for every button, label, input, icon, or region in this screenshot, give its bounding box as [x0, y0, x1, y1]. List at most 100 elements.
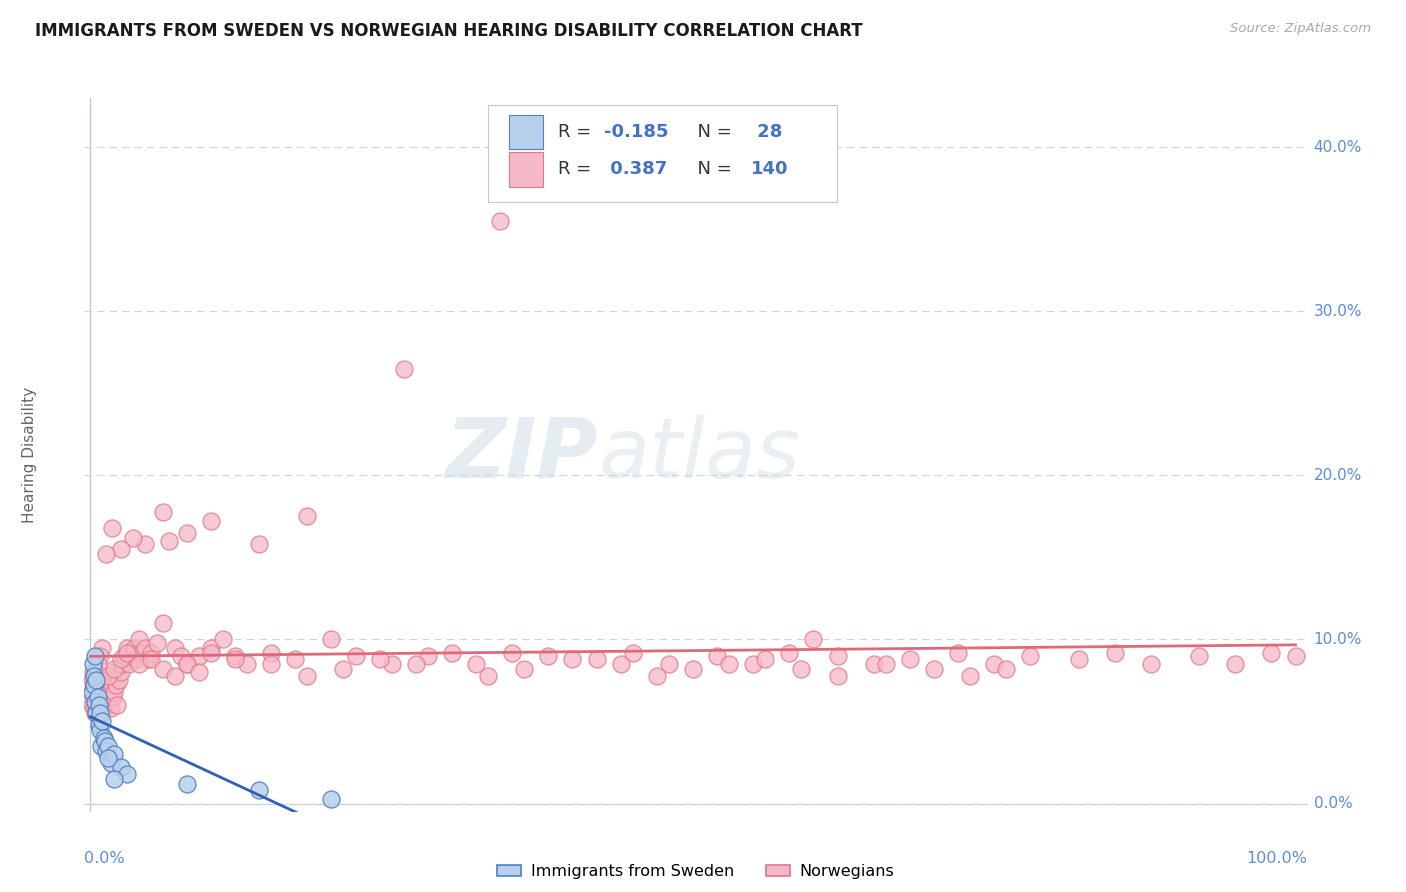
Point — [86, 695, 108, 709]
Point — [200, 646, 222, 660]
Point — [513, 662, 536, 676]
Point — [790, 662, 813, 676]
Point — [585, 652, 607, 666]
Point — [537, 648, 560, 663]
Text: atlas: atlas — [598, 415, 800, 495]
Point — [176, 657, 198, 671]
Point — [87, 678, 110, 692]
Point — [94, 547, 117, 561]
Text: N =: N = — [686, 123, 733, 141]
Point — [1188, 648, 1211, 663]
Point — [97, 739, 120, 753]
Point — [754, 652, 776, 666]
Point — [96, 685, 118, 699]
Point — [658, 657, 681, 671]
Point — [321, 632, 343, 647]
Point — [129, 646, 152, 660]
Point — [381, 657, 404, 671]
Point — [86, 701, 108, 715]
Point — [82, 665, 104, 680]
Text: 0.0%: 0.0% — [1313, 796, 1353, 811]
Point — [742, 657, 765, 671]
Point — [983, 657, 1005, 671]
Point — [122, 640, 145, 655]
Point — [86, 690, 108, 704]
Point — [128, 632, 150, 647]
Text: R =: R = — [558, 123, 596, 141]
Point — [98, 681, 121, 696]
Text: Source: ZipAtlas.com: Source: ZipAtlas.com — [1230, 22, 1371, 36]
Point — [87, 718, 110, 732]
Point — [236, 657, 259, 671]
Point — [332, 662, 354, 676]
Text: 10.0%: 10.0% — [1313, 632, 1362, 647]
Point — [97, 668, 120, 682]
Point — [1225, 657, 1247, 671]
Point — [321, 791, 343, 805]
FancyBboxPatch shape — [488, 105, 837, 202]
Point — [97, 695, 120, 709]
Point — [145, 636, 167, 650]
Point — [1284, 648, 1306, 663]
Point — [94, 698, 117, 712]
Point — [84, 706, 107, 721]
Point — [260, 646, 283, 660]
Point — [80, 685, 103, 699]
Point — [682, 662, 704, 676]
Point — [103, 662, 125, 676]
Point — [706, 648, 728, 663]
Point — [200, 514, 222, 528]
Text: 30.0%: 30.0% — [1313, 304, 1362, 318]
Point — [91, 701, 114, 715]
Point — [121, 531, 143, 545]
Point — [1067, 652, 1090, 666]
Text: 0.387: 0.387 — [605, 161, 668, 178]
Point — [875, 657, 897, 671]
Text: 100.0%: 100.0% — [1247, 851, 1308, 866]
Text: N =: N = — [686, 161, 733, 178]
Point — [163, 668, 186, 682]
Point — [120, 648, 142, 663]
Point — [86, 657, 108, 671]
Point — [163, 640, 186, 655]
Point — [959, 668, 981, 682]
Point — [1019, 648, 1042, 663]
Point — [84, 665, 107, 680]
Point — [134, 640, 156, 655]
Text: 20.0%: 20.0% — [1313, 468, 1362, 483]
Point — [1260, 646, 1282, 660]
Text: IMMIGRANTS FROM SWEDEN VS NORWEGIAN HEARING DISABILITY CORRELATION CHART: IMMIGRANTS FROM SWEDEN VS NORWEGIAN HEAR… — [35, 22, 863, 40]
Point — [489, 214, 512, 228]
Point — [89, 698, 111, 712]
Point — [187, 665, 209, 680]
Point — [94, 734, 117, 748]
Point — [89, 706, 111, 721]
Point — [115, 640, 138, 655]
Point — [91, 681, 114, 696]
Point — [80, 698, 103, 712]
Text: -0.185: -0.185 — [605, 123, 669, 141]
Point — [94, 744, 117, 758]
Point — [157, 534, 180, 549]
Text: 140: 140 — [751, 161, 789, 178]
Point — [152, 662, 174, 676]
Point — [110, 652, 132, 666]
Point — [297, 668, 319, 682]
Point — [105, 698, 128, 712]
Point — [110, 760, 132, 774]
Point — [103, 772, 125, 786]
Point — [89, 723, 111, 737]
Point — [86, 673, 108, 688]
Point — [609, 657, 631, 671]
Point — [94, 701, 117, 715]
Point — [103, 685, 125, 699]
Point — [827, 668, 849, 682]
Point — [100, 701, 122, 715]
Point — [128, 657, 150, 671]
Point — [392, 361, 415, 376]
Point — [93, 690, 115, 704]
Point — [152, 616, 174, 631]
Point — [87, 690, 110, 704]
Point — [86, 706, 108, 721]
Point — [83, 673, 105, 688]
